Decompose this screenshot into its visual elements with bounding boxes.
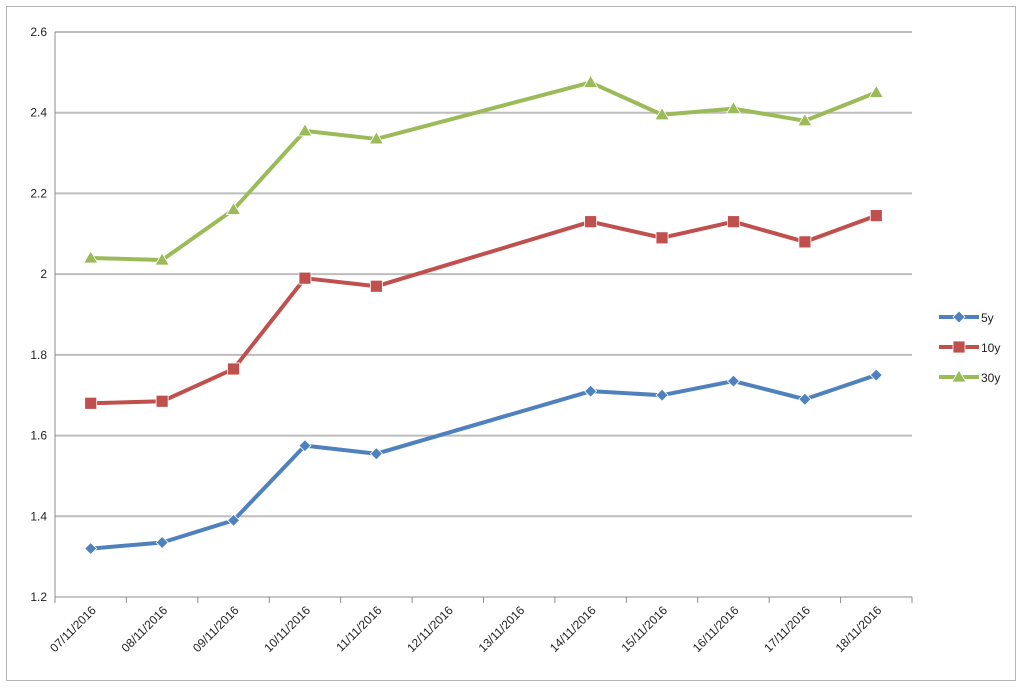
x-tick-label: 18/11/2016 [833, 603, 885, 655]
axes [54, 32, 913, 603]
chart-frame: 1.2 1.4 1.6 1.8 2 2.2 2.4 2.6 07/11/2016 08/11/2… [6, 6, 1016, 681]
y-tick-label: 1.2 [30, 590, 47, 604]
series-10y [84, 209, 883, 410]
x-tick-label: 13/11/2016 [476, 603, 528, 655]
data-point-30y [654, 106, 670, 121]
x-tick-label: 12/11/2016 [404, 603, 456, 655]
y-tick-label: 2 [40, 267, 47, 281]
data-point-5y [584, 384, 598, 398]
data-point-5y [155, 535, 169, 550]
x-tick-label: 11/11/2016 [333, 603, 384, 654]
legend-item-30y: 30y [939, 369, 1000, 385]
data-point-30y [83, 250, 99, 264]
series-line-10y [88, 213, 879, 406]
y-tick-label: 1.8 [30, 348, 47, 362]
legend-marker [952, 310, 966, 324]
y-tick-label: 2.2 [30, 186, 47, 200]
legend-label: 5y [981, 311, 994, 325]
y-tick-label: 2.6 [30, 25, 47, 39]
legend-label: 30y [981, 371, 1000, 385]
series-30y [83, 74, 884, 266]
x-tick-label: 16/11/2016 [690, 603, 742, 655]
legend-label: 10y [981, 341, 1000, 355]
data-point-30y [154, 252, 170, 266]
x-tick-label: 09/11/2016 [190, 603, 242, 655]
data-point-10y [798, 235, 812, 249]
x-axis-tick-labels: 07/11/2016 08/11/2016 09/11/2016 10/11/2016… [47, 603, 885, 655]
series-5y [84, 368, 883, 556]
data-point-5y [226, 513, 241, 527]
data-point-10y [869, 209, 883, 223]
data-point-10y [84, 396, 98, 410]
data-point-10y [369, 279, 383, 293]
data-point-5y [726, 374, 741, 388]
y-axis-tick-labels: 1.2 1.4 1.6 1.8 2 2.2 2.4 2.6 [30, 25, 47, 604]
line-chart: 1.2 1.4 1.6 1.8 2 2.2 2.4 2.6 07/11/2016 08/11/2… [30, 25, 1000, 655]
data-point-5y [655, 388, 669, 402]
data-point-10y [655, 231, 669, 245]
legend-item-10y: 10y [939, 340, 1000, 355]
legend-marker [952, 340, 966, 354]
series-lines [83, 74, 884, 556]
data-point-5y [369, 447, 383, 461]
data-point-30y [368, 131, 385, 145]
data-point-5y [798, 392, 812, 406]
data-point-10y [727, 215, 740, 229]
y-tick-label: 1.4 [30, 509, 47, 523]
x-tick-label: 08/11/2016 [119, 603, 171, 655]
data-point-10y [298, 271, 312, 285]
data-point-30y [582, 74, 599, 88]
data-point-10y [584, 215, 598, 229]
legend: 5y 10y 30y [939, 310, 1000, 385]
data-point-30y [868, 84, 884, 98]
data-point-5y [298, 439, 312, 453]
data-point-30y [725, 100, 742, 115]
y-tick-label: 1.6 [30, 429, 47, 443]
x-tick-label: 15/11/2016 [618, 603, 670, 655]
data-point-30y [297, 123, 313, 137]
x-tick-label: 07/11/2016 [47, 603, 99, 655]
data-point-30y [797, 112, 813, 127]
data-point-5y [84, 542, 98, 556]
y-tick-label: 2.4 [30, 106, 47, 120]
gridlines [55, 31, 912, 518]
data-point-30y [225, 201, 242, 215]
series-line-5y [88, 373, 879, 551]
data-point-10y [155, 394, 169, 408]
data-point-10y [227, 362, 240, 376]
data-point-5y [869, 368, 883, 382]
legend-marker [951, 369, 967, 383]
x-tick-label: 17/11/2016 [761, 603, 813, 655]
legend-item-5y: 5y [939, 310, 994, 325]
series-line-30y [88, 80, 879, 263]
x-tick-label: 10/11/2016 [261, 603, 313, 655]
x-tick-label: 14/11/2016 [547, 603, 599, 655]
